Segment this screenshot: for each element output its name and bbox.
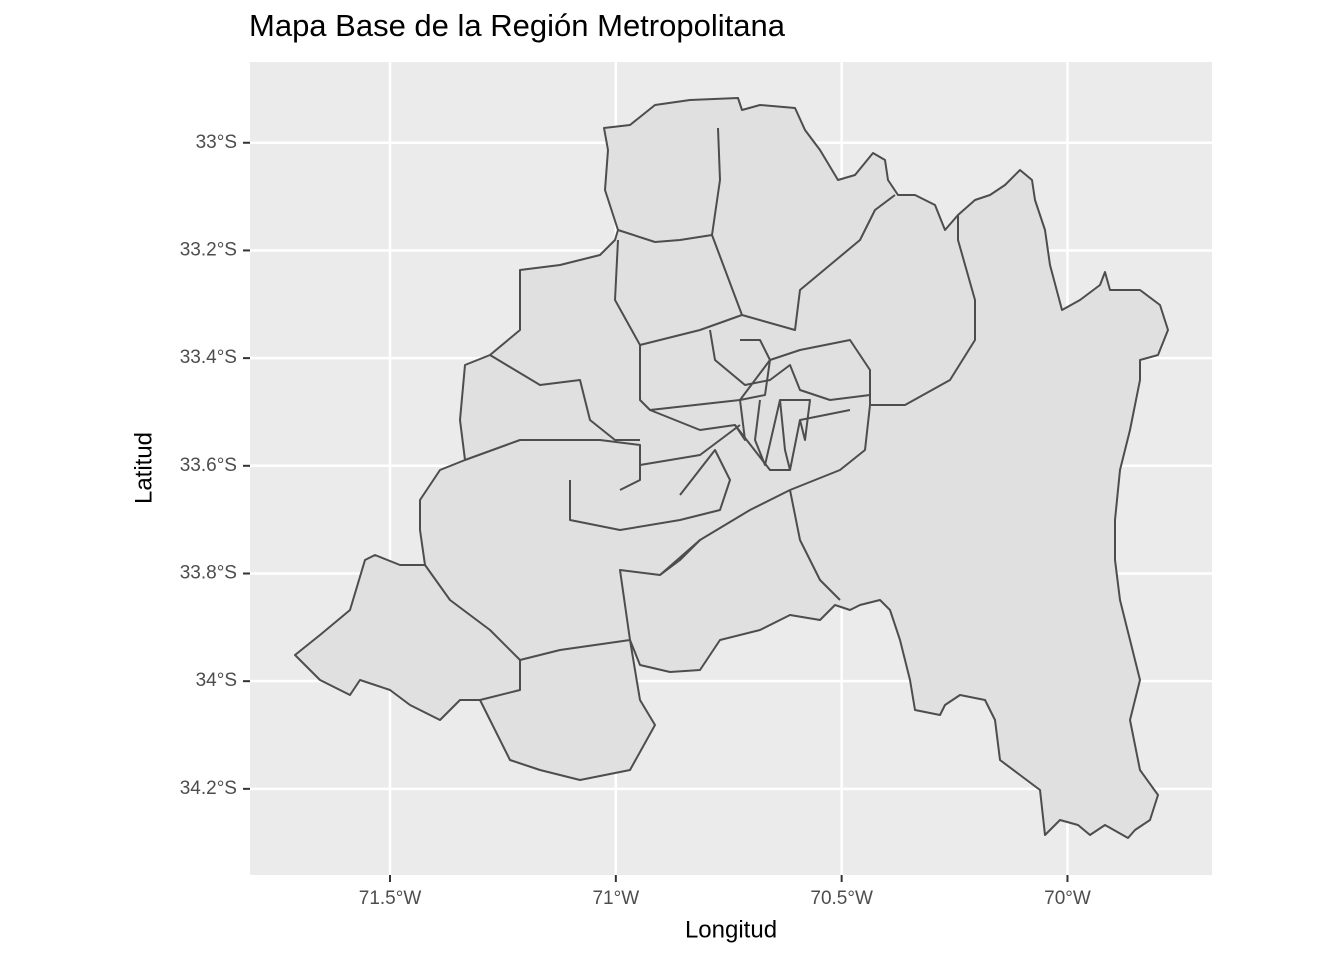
boundary: [464, 439, 641, 491]
y-tick-label: 33.6°S: [180, 455, 237, 476]
x-tick-label: 71.5°W: [359, 888, 422, 909]
boundary: [711, 127, 721, 236]
boundary: [734, 339, 771, 441]
y-axis-title: Latitud: [130, 432, 157, 504]
chart-title: Mapa Base de la Región Metropolitana: [249, 8, 786, 43]
y-tick-label: 34.2°S: [180, 778, 237, 799]
boundary: [489, 354, 640, 441]
x-axis-title: Longitud: [685, 916, 777, 943]
x-tick-label: 70°W: [1044, 888, 1091, 909]
boundary: [424, 564, 521, 701]
boundary: [617, 229, 743, 316]
y-tick-label: 34°S: [196, 670, 237, 691]
region-map: [294, 97, 1169, 839]
boundary: [709, 329, 871, 401]
boundary: [639, 424, 741, 466]
x-tick-label: 70.5°W: [810, 888, 873, 909]
boundary: [741, 194, 896, 331]
axes: 71.5°W 71°W 70.5°W 70°W 33°S 33.2°S 33.4°S 33.6…: [180, 132, 1091, 909]
boundary: [659, 539, 701, 576]
y-tick-label: 33.2°S: [180, 239, 237, 260]
x-tick-label: 71°W: [592, 888, 639, 909]
y-tick-label: 33.4°S: [180, 347, 237, 368]
boundary: [569, 449, 731, 531]
y-tick-label: 33.8°S: [180, 563, 237, 584]
boundary: [754, 399, 791, 471]
boundary: [870, 215, 976, 406]
y-tick-label: 33°S: [196, 132, 237, 153]
boundary: [789, 489, 841, 601]
boundary: [780, 399, 811, 441]
